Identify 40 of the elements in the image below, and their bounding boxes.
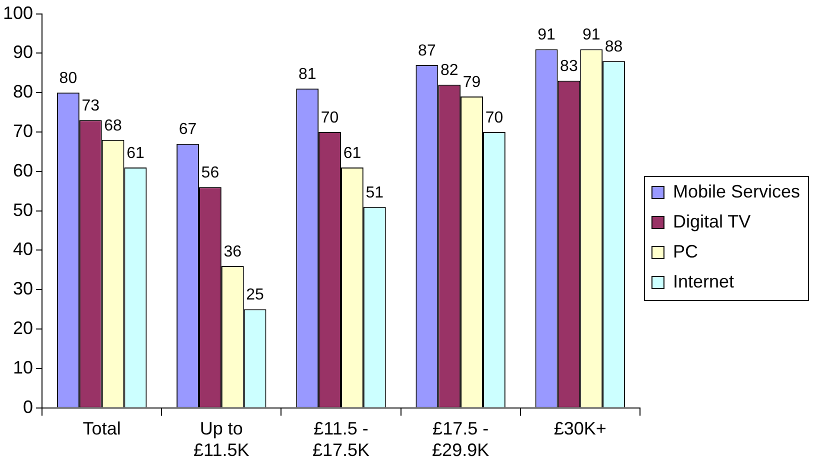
y-tick-label: 20 xyxy=(13,318,34,338)
data-label: 81 xyxy=(298,66,316,84)
legend-label: Internet xyxy=(672,271,734,292)
data-label: 68 xyxy=(104,117,122,134)
x-tick-label: Up to £11.5K xyxy=(194,418,250,460)
y-tick-label: 40 xyxy=(13,239,34,260)
x-tick-label: £17.5 - £29.9K xyxy=(432,418,490,460)
y-tick-label: 90 xyxy=(13,42,34,62)
data-label: 91 xyxy=(538,26,556,44)
x-tick-label: £30K+ xyxy=(554,418,606,439)
data-label: 61 xyxy=(126,144,144,162)
y-tick-label: 0 xyxy=(23,396,34,417)
data-label: 70 xyxy=(485,109,504,126)
legend-label: Digital TV xyxy=(672,211,751,232)
data-label: 51 xyxy=(366,184,384,202)
x-tick-label: Total xyxy=(82,418,121,439)
data-label: 82 xyxy=(440,62,458,80)
y-tick-label: 80 xyxy=(13,82,34,102)
data-label: 25 xyxy=(246,286,264,304)
y-tick-label: 70 xyxy=(13,120,34,141)
data-label: 79 xyxy=(462,74,481,91)
y-tick-label: 10 xyxy=(13,357,34,378)
y-tick-label: 50 xyxy=(13,200,34,220)
y-tick-label: 60 xyxy=(13,160,34,180)
legend-label: Mobile Services xyxy=(672,181,800,202)
data-label: 80 xyxy=(59,70,78,88)
data-label: 91 xyxy=(582,26,600,44)
y-tick-label: 30 xyxy=(13,278,34,299)
data-label: 61 xyxy=(343,144,362,162)
data-label: 67 xyxy=(178,121,197,138)
data-label: 73 xyxy=(82,98,100,115)
y-tick-label: 100 xyxy=(2,2,34,23)
data-label: 70 xyxy=(320,109,339,126)
data-label: 83 xyxy=(560,58,578,76)
data-label: 56 xyxy=(201,164,220,182)
legend-label: PC xyxy=(672,241,698,262)
data-label: 36 xyxy=(224,243,242,260)
x-tick-label: £11.5 - £17.5K xyxy=(312,418,370,460)
data-label: 87 xyxy=(418,42,436,60)
data-label: 88 xyxy=(604,38,623,56)
